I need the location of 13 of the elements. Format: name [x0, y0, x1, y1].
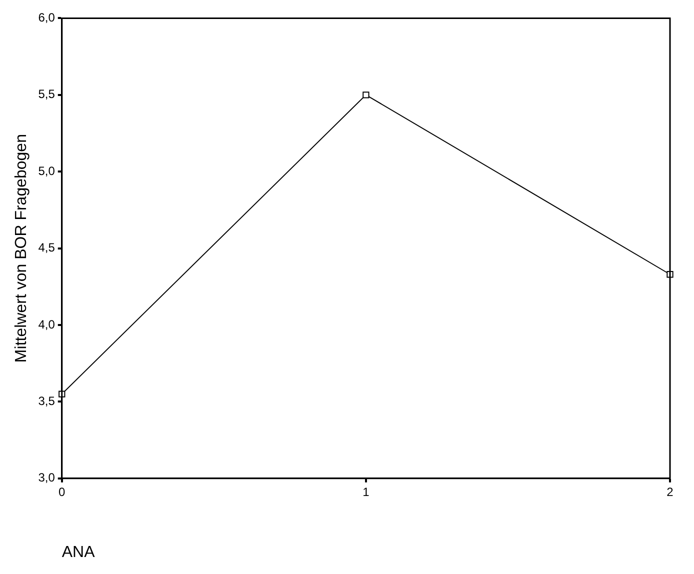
y-tick-label: 4,5	[38, 240, 56, 255]
x-tick-label: 2	[666, 484, 674, 499]
y-tick-label: 5,5	[38, 87, 56, 102]
point	[362, 92, 370, 98]
y-axis-title: Mittelwert von BOR Fragebogen	[13, 134, 30, 363]
y-tick-label: 3,0	[38, 470, 56, 485]
x-tick-label: 0	[58, 484, 66, 499]
x-axis-title: ANA	[62, 544, 96, 561]
x-tick-label: 1	[362, 484, 370, 499]
y-tick-label: 6,0	[38, 10, 56, 25]
y-tick-label: 3,5	[38, 394, 56, 408]
y-tick-label: 5,0	[38, 164, 56, 178]
y-tick-label: 4,0	[38, 317, 56, 332]
